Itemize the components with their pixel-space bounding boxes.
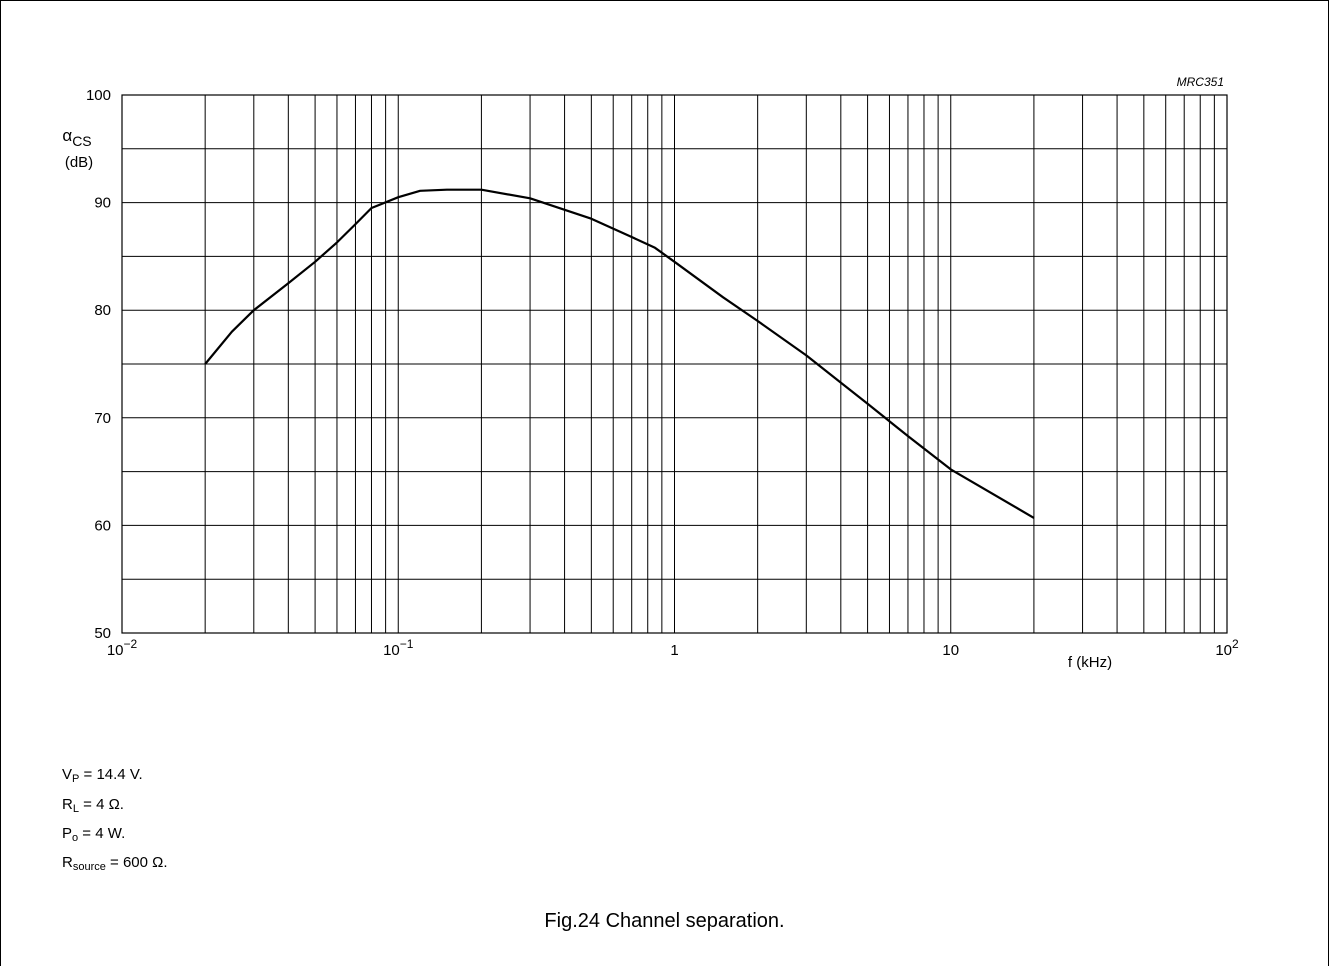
y-tick-label: 90 [94,195,111,212]
y-tick-label: 60 [94,517,111,534]
tick-labels: 50 60 70 80 90 100 10−2 10−1 1 10 102 [86,87,1239,659]
condition-rl: RL = 4 Ω. [62,796,124,815]
condition-rsource: Rsource = 600 Ω. [62,854,168,873]
x-tick-label: 102 [1215,637,1239,659]
condition-po: Po = 4 W. [62,825,126,844]
y-tick-label: 80 [94,302,111,319]
figure-caption: Fig.24 Channel separation. [544,910,785,932]
x-axis-label: f (kHz) [1068,654,1112,671]
y-axis-unit: (dB) [65,154,93,171]
x-tick-label: 10−1 [383,637,414,659]
x-tick-label: 1 [670,642,678,659]
series-layer [204,188,1035,519]
y-tick-label: 100 [86,87,111,104]
y-axis-label: αCS (dB) [62,126,93,171]
y-tick-label: 70 [94,410,111,427]
grid [121,94,1228,634]
x-tick-label: 10−2 [107,637,138,659]
condition-vp: VP = 14.4 V. [62,766,143,785]
figure-code: MRC351 [1176,75,1224,89]
channel-separation-chart: 50 60 70 80 90 100 10−2 10−1 1 10 102 αCS (dB) f (… [62,87,1239,671]
series-line [204,188,1035,519]
y-axis-symbol: αCS [62,126,91,149]
plot-area-border [121,94,1228,634]
x-tick-label: 10 [942,642,959,659]
y-tick-label: 50 [94,625,111,642]
